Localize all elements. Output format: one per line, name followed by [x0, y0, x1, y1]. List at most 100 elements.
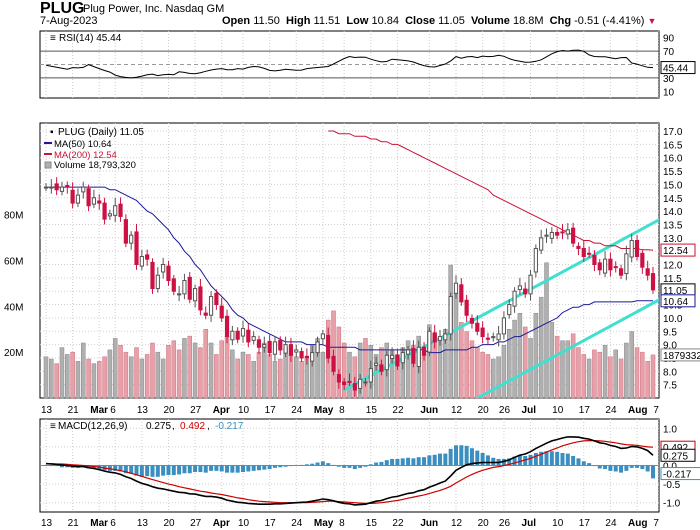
- volume-bar: [171, 340, 177, 399]
- volume-bar: [597, 351, 603, 399]
- macd-histogram-bar: [171, 465, 176, 476]
- rsi-tick-label: 30: [663, 74, 675, 85]
- macd-histogram-bar: [294, 465, 299, 466]
- macd-histogram-bar: [288, 465, 293, 467]
- macd-x-label: 24: [605, 518, 617, 529]
- macd-histogram-bar: [368, 464, 373, 466]
- price-x-label: 10: [552, 405, 564, 416]
- candle-body: [97, 200, 102, 204]
- macd-histogram-bar: [390, 458, 395, 466]
- macd-x-label: 24: [291, 518, 303, 529]
- candle-body: [182, 280, 187, 295]
- rsi-legend: RSI(14) 45.44: [59, 33, 122, 44]
- price-x-label: 22: [392, 405, 404, 416]
- candle-body: [469, 317, 475, 324]
- candle-body: [81, 186, 86, 193]
- macd-histogram-bar: [555, 451, 560, 466]
- volume-bar: [251, 361, 256, 399]
- macd-histogram-bar: [651, 465, 655, 479]
- volume-bar: [570, 333, 576, 399]
- candle-body: [517, 285, 522, 291]
- volume-bar: [272, 361, 278, 399]
- volume-bar: [182, 338, 187, 399]
- macd-badge-box: [660, 448, 696, 462]
- candle-body: [581, 247, 586, 257]
- ma50-line: [46, 186, 653, 354]
- macd-tick-label: -1.0: [663, 499, 681, 510]
- volume-bar: [459, 322, 464, 399]
- macd-x-label: 13: [137, 518, 149, 529]
- candle-body: [139, 255, 144, 267]
- macd-histogram-bar: [129, 465, 134, 474]
- macd-histogram-bar: [603, 465, 608, 470]
- volume-bar: [96, 361, 102, 399]
- price-tick-label: 8.0: [663, 367, 677, 378]
- macd-histogram-bar: [198, 465, 203, 473]
- macd-histogram-bar: [427, 455, 432, 466]
- rsi-tick-label: 10: [663, 87, 675, 98]
- candle-body: [267, 340, 272, 354]
- macd-histogram-bar: [315, 462, 320, 466]
- volume-bar: [134, 347, 139, 399]
- candle-body: [528, 274, 533, 295]
- macd-histogram-bar: [587, 463, 592, 466]
- macd-histogram-bar: [256, 465, 261, 471]
- volume-bar: [437, 338, 443, 399]
- macd-histogram-bar: [485, 455, 490, 466]
- volume-bar: [613, 349, 618, 399]
- volume-bar: [533, 312, 539, 399]
- candle-body: [533, 247, 538, 273]
- macd-histogram-bar: [501, 458, 506, 466]
- volume-bar: [208, 342, 214, 399]
- volume-bar: [629, 331, 634, 399]
- price-tick-label: 16.5: [663, 140, 683, 151]
- signal-line: [46, 440, 654, 504]
- macd-histogram-bar: [645, 465, 650, 472]
- candle-body: [374, 362, 379, 366]
- rsi-line: [45, 49, 654, 79]
- candle-body: [299, 351, 304, 359]
- volume-bar: [309, 345, 315, 399]
- candle-body: [459, 284, 464, 303]
- rsi-tick-label: 70: [663, 47, 675, 58]
- macd-histogram-bar: [225, 465, 230, 473]
- macd-histogram-bar: [65, 465, 70, 468]
- macd-histogram-bar: [422, 457, 427, 466]
- macd-histogram-bar: [406, 457, 411, 466]
- macd-x-label: 15: [366, 518, 378, 529]
- price-x-label: 17: [579, 405, 591, 416]
- macd-x-label: 17: [579, 518, 591, 529]
- price-legend-icon: ▪: [50, 127, 54, 138]
- macd-x-label: 10: [238, 518, 250, 529]
- macd-histogram-bar: [214, 465, 219, 471]
- volume-bar: [112, 338, 118, 399]
- macd-histogram-bar: [453, 445, 458, 466]
- price-x-label: 20: [478, 405, 490, 416]
- macd-histogram-bar: [549, 451, 554, 466]
- candle-body: [363, 381, 368, 384]
- candle-body: [161, 264, 166, 273]
- volume-bar: [341, 342, 347, 399]
- price-x-label: 24: [605, 405, 617, 416]
- macd-histogram-bar: [374, 462, 379, 466]
- candle-body: [507, 304, 512, 316]
- volume-bar: [59, 347, 65, 399]
- volume-bar: [469, 340, 475, 399]
- volume-bar: [299, 361, 304, 399]
- price-x-label: 8: [339, 405, 345, 416]
- macd-histogram-bar: [469, 448, 474, 466]
- macd-histogram-bar: [177, 465, 182, 475]
- price-tick-label: 9.0: [663, 341, 677, 352]
- macd-histogram-bar: [230, 465, 235, 473]
- volume-bar: [230, 349, 235, 399]
- macd-x-label: 8: [339, 518, 345, 529]
- volume-bar: [144, 354, 150, 399]
- price-x-label: May: [314, 405, 334, 416]
- price-x-label: 12: [451, 405, 463, 416]
- volume-bar: [480, 351, 485, 399]
- volume-bar: [491, 358, 496, 399]
- volume-bar: [336, 326, 342, 399]
- volume-value: 18.8M: [512, 15, 544, 27]
- volume-label: Volume: [470, 15, 510, 27]
